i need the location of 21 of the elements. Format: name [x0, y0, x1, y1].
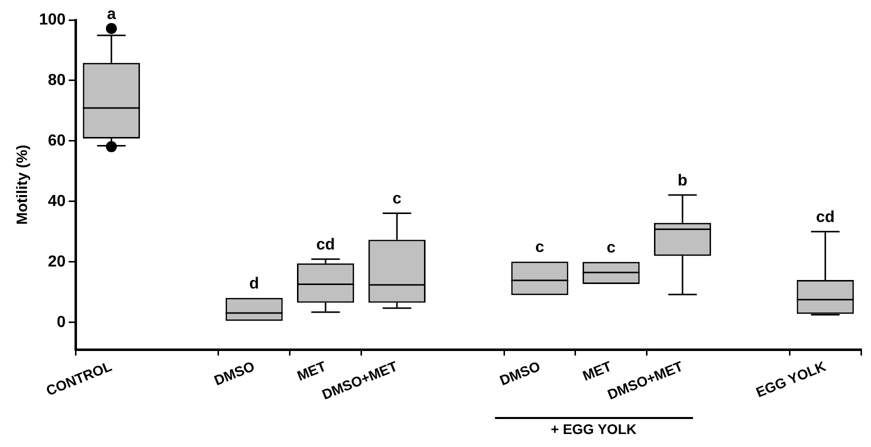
y-tick-label: 40 [48, 192, 66, 210]
annotation: a [106, 6, 116, 23]
annotation: c [606, 239, 616, 256]
text: + EGG YOLK [550, 421, 636, 437]
annotation: cd [316, 236, 335, 254]
y-tick-label: 80 [48, 72, 66, 89]
x-tick-label: MET [580, 358, 614, 384]
x-tick-label: MET [294, 358, 329, 384]
x-tick-label: DMSO [212, 358, 257, 388]
annotation: b [678, 172, 688, 190]
x-tick-label: EGG YOLK [754, 358, 828, 400]
y-tick-label: 0 [56, 314, 66, 331]
y-tick-label: 100 [38, 11, 66, 28]
annotation: d [249, 275, 260, 292]
x-tick-label: DMSO [497, 358, 542, 388]
y-axis-title: Motility (%) [14, 144, 32, 225]
annotation: c [392, 190, 402, 208]
annotation: cd [816, 209, 835, 226]
y-tick-label: 60 [48, 132, 66, 150]
y-tick-label: 20 [48, 253, 66, 270]
annotation: c [535, 238, 544, 256]
